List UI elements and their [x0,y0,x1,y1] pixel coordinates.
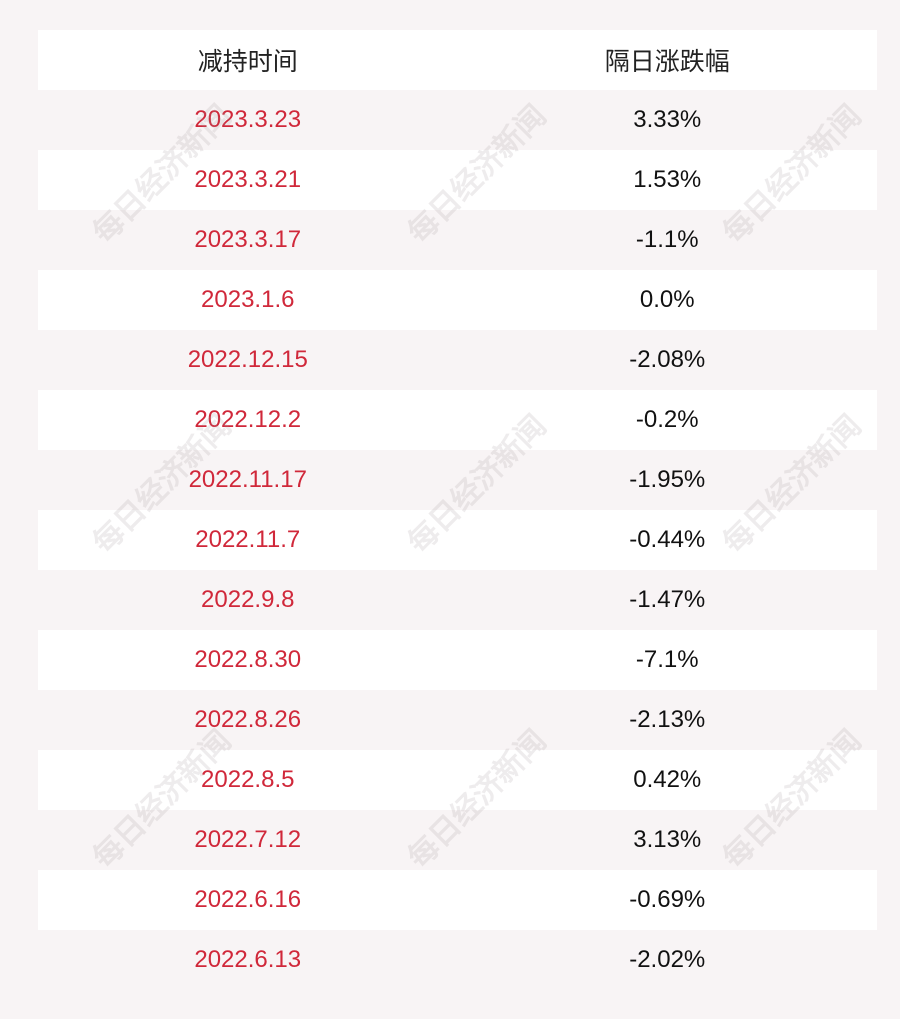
row-date: 2022.12.15 [187,346,308,373]
table-row: 2022.6.13 -2.02% [38,930,877,990]
table-row: 2022.8.5 0.42% [38,750,877,810]
row-change: -2.13% [629,706,706,733]
row-change: 0.42% [633,766,702,793]
table-row: 2023.3.17 -1.1% [38,210,877,270]
row-date: 2022.8.26 [194,706,302,733]
row-date: 2023.3.23 [194,106,302,133]
row-date: 2022.12.2 [194,406,302,433]
row-change: 3.33% [633,106,702,133]
row-change: -0.44% [629,526,706,553]
row-date: 2022.6.16 [194,886,302,913]
row-change: -0.69% [629,886,706,913]
row-date: 2023.3.17 [194,226,302,253]
row-date: 2023.1.6 [201,286,295,313]
table-row: 2022.12.2 -0.2% [38,390,877,450]
table-header-row: 减持时间 隔日涨跌幅 [38,30,877,90]
row-date: 2022.11.17 [188,466,307,493]
row-date: 2023.3.21 [194,166,302,193]
table-row: 2023.3.21 1.53% [38,150,877,210]
table-row: 2022.11.7 -0.44% [38,510,877,570]
row-change: -2.02% [629,946,706,973]
header-date: 减持时间 [197,48,298,76]
row-change: 1.53% [633,166,702,193]
row-date: 2022.8.5 [201,766,295,793]
table-row: 2022.11.17 -1.95% [38,450,877,510]
table-row: 2022.12.15 -2.08% [38,330,877,390]
row-change: -2.08% [629,346,706,373]
row-date: 2022.6.13 [194,946,302,973]
table-row: 2022.7.12 3.13% [38,810,877,870]
row-change: 3.13% [633,826,702,853]
row-change: -7.1% [635,646,699,673]
reduction-table: 减持时间 隔日涨跌幅 2023.3.23 3.33% 2023.3.21 1.53% 2… [38,30,877,990]
row-date: 2022.9.8 [201,586,295,613]
table-row: 2022.8.30 -7.1% [38,630,877,690]
row-change: -0.2% [635,406,699,433]
table-row: 2023.3.23 3.33% [38,90,877,150]
row-change: 0.0% [639,286,695,313]
row-date: 2022.8.30 [194,646,302,673]
table-body: 2023.3.23 3.33% 2023.3.21 1.53% 2023.3.17 -1.… [38,90,877,990]
row-change: -1.47% [629,586,706,613]
row-date: 2022.11.7 [195,526,301,553]
row-date: 2022.7.12 [194,826,302,853]
table-row: 2022.6.16 -0.69% [38,870,877,930]
header-change: 隔日涨跌幅 [604,48,730,76]
row-change: -1.1% [635,226,699,253]
table-row: 2023.1.6 0.0% [38,270,877,330]
row-change: -1.95% [629,466,706,493]
table-row: 2022.9.8 -1.47% [38,570,877,630]
table-row: 2022.8.26 -2.13% [38,690,877,750]
